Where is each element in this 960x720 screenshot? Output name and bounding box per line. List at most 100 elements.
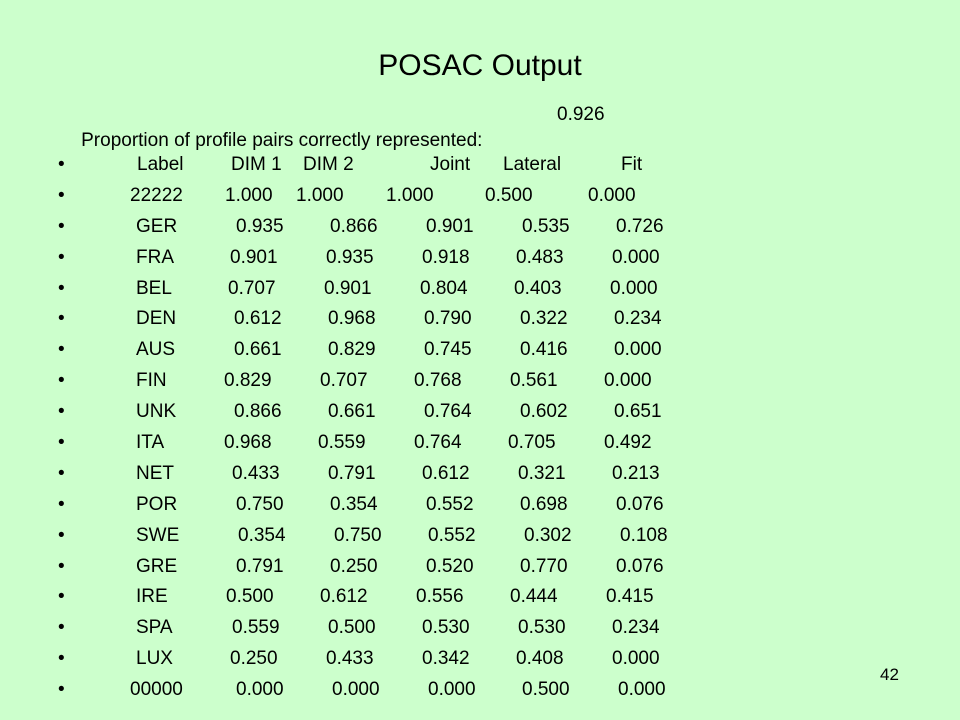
bullet-icon: • [58, 555, 65, 577]
bullet-icon: • [58, 154, 65, 175]
row-value: 0.213 [612, 462, 660, 484]
row-value: 0.530 [518, 617, 566, 639]
row-value: DIM 2 [303, 154, 354, 175]
row-value: 0.935 [326, 246, 374, 268]
row-value: 0.000 [614, 339, 662, 361]
row-label: Label [137, 154, 184, 175]
bullet-icon: • [58, 277, 65, 299]
row-value: 0.552 [428, 524, 476, 546]
row-value: DIM 1 [231, 154, 282, 175]
bullet-icon: • [58, 246, 65, 268]
proportion-label: Proportion of profile pairs correctly re… [81, 130, 483, 151]
bullet-icon: • [58, 215, 65, 237]
row-value: 0.342 [422, 648, 470, 670]
row-value: 0.483 [516, 246, 564, 268]
row-label: GRE [136, 555, 178, 577]
row-value: 0.707 [320, 370, 368, 392]
row-value: 0.322 [520, 308, 568, 330]
row-value: 0.000 [618, 679, 666, 701]
row-value: 0.968 [224, 432, 272, 454]
row-value: 0.492 [604, 432, 652, 454]
row-value: 0.076 [616, 493, 664, 515]
row-value: 0.415 [606, 586, 654, 608]
proportion-value: 0.926 [557, 104, 605, 125]
row-label: ITA [136, 432, 165, 454]
row-value: 0.901 [324, 277, 372, 299]
row-value: 0.530 [422, 617, 470, 639]
proportion-line: Proportion of profile pairs correctly re… [60, 102, 604, 206]
row-label: NET [136, 462, 174, 484]
row-value: 0.444 [510, 586, 558, 608]
row-label: IRE [136, 586, 168, 608]
row-value: 0.726 [616, 215, 664, 237]
bullet-icon: • [58, 308, 65, 330]
row-value: 0.076 [616, 555, 664, 577]
row-value: 0.559 [318, 432, 366, 454]
bullet-icon: • [58, 524, 65, 546]
row-value: 1.000 [225, 184, 273, 206]
row-value: 0.000 [332, 679, 380, 701]
slide-title: POSAC Output [378, 49, 582, 82]
row-value: Lateral [503, 154, 562, 175]
row-value: 0.302 [524, 524, 572, 546]
row-value: 0.661 [328, 401, 376, 423]
bullet-icon: • [58, 648, 65, 670]
row-value: 0.750 [334, 524, 382, 546]
row-value: 0.866 [330, 215, 378, 237]
row-label: LUX [136, 648, 173, 670]
row-value: 0.651 [614, 401, 662, 423]
row-value: 0.433 [326, 648, 374, 670]
bullet-icon: • [58, 339, 65, 361]
row-value: Fit [621, 154, 643, 175]
row-value: 0.250 [330, 555, 378, 577]
row-value: 0.000 [610, 277, 658, 299]
row-value: 0.000 [612, 648, 660, 670]
row-value: 0.500 [328, 617, 376, 639]
row-value: 0.552 [426, 493, 474, 515]
row-value: 0.612 [422, 462, 470, 484]
row-value: 0.561 [510, 370, 558, 392]
row-value: 0.612 [320, 586, 368, 608]
row-value: 0.234 [612, 617, 660, 639]
row-label: 00000 [130, 679, 183, 701]
row-value: 0.764 [414, 432, 462, 454]
row-value: Joint [430, 154, 471, 175]
row-label: 22222 [130, 184, 183, 206]
row-value: 0.698 [520, 493, 568, 515]
row-label: GER [136, 215, 178, 237]
bullet-icon: • [58, 432, 65, 454]
bullet-icon: • [58, 184, 65, 206]
row-label: BEL [136, 277, 172, 299]
row-value: 0.612 [234, 308, 282, 330]
row-value: 1.000 [386, 184, 434, 206]
bullet-icon: • [58, 370, 65, 392]
row-value: 0.354 [330, 493, 378, 515]
page-number: 42 [880, 665, 899, 684]
row-value: 0.791 [236, 555, 284, 577]
row-label: SWE [136, 524, 180, 546]
row-value: 0.000 [612, 246, 660, 268]
row-label: SPA [136, 617, 173, 639]
row-label: FRA [136, 246, 174, 268]
row-value: 0.556 [416, 586, 464, 608]
row-value: 0.804 [420, 277, 468, 299]
row-value: 0.750 [236, 493, 284, 515]
row-value: 0.705 [508, 432, 556, 454]
bullet-icon: • [58, 617, 65, 639]
row-value: 0.000 [604, 370, 652, 392]
row-label: FIN [136, 370, 167, 392]
row-value: 0.500 [485, 184, 533, 206]
row-value: 0.866 [234, 401, 282, 423]
row-value: 1.000 [296, 184, 344, 206]
row-value: 0.790 [424, 308, 472, 330]
row-value: 0.935 [236, 215, 284, 237]
bullet-icon: • [58, 462, 65, 484]
row-value: 0.500 [226, 586, 274, 608]
row-value: 0.768 [414, 370, 462, 392]
row-label: POR [136, 493, 178, 515]
row-value: 0.234 [614, 308, 662, 330]
bullet-icon: • [58, 493, 65, 515]
row-value: 0.770 [520, 555, 568, 577]
row-value: 0.918 [422, 246, 470, 268]
row-value: 0.535 [522, 215, 570, 237]
